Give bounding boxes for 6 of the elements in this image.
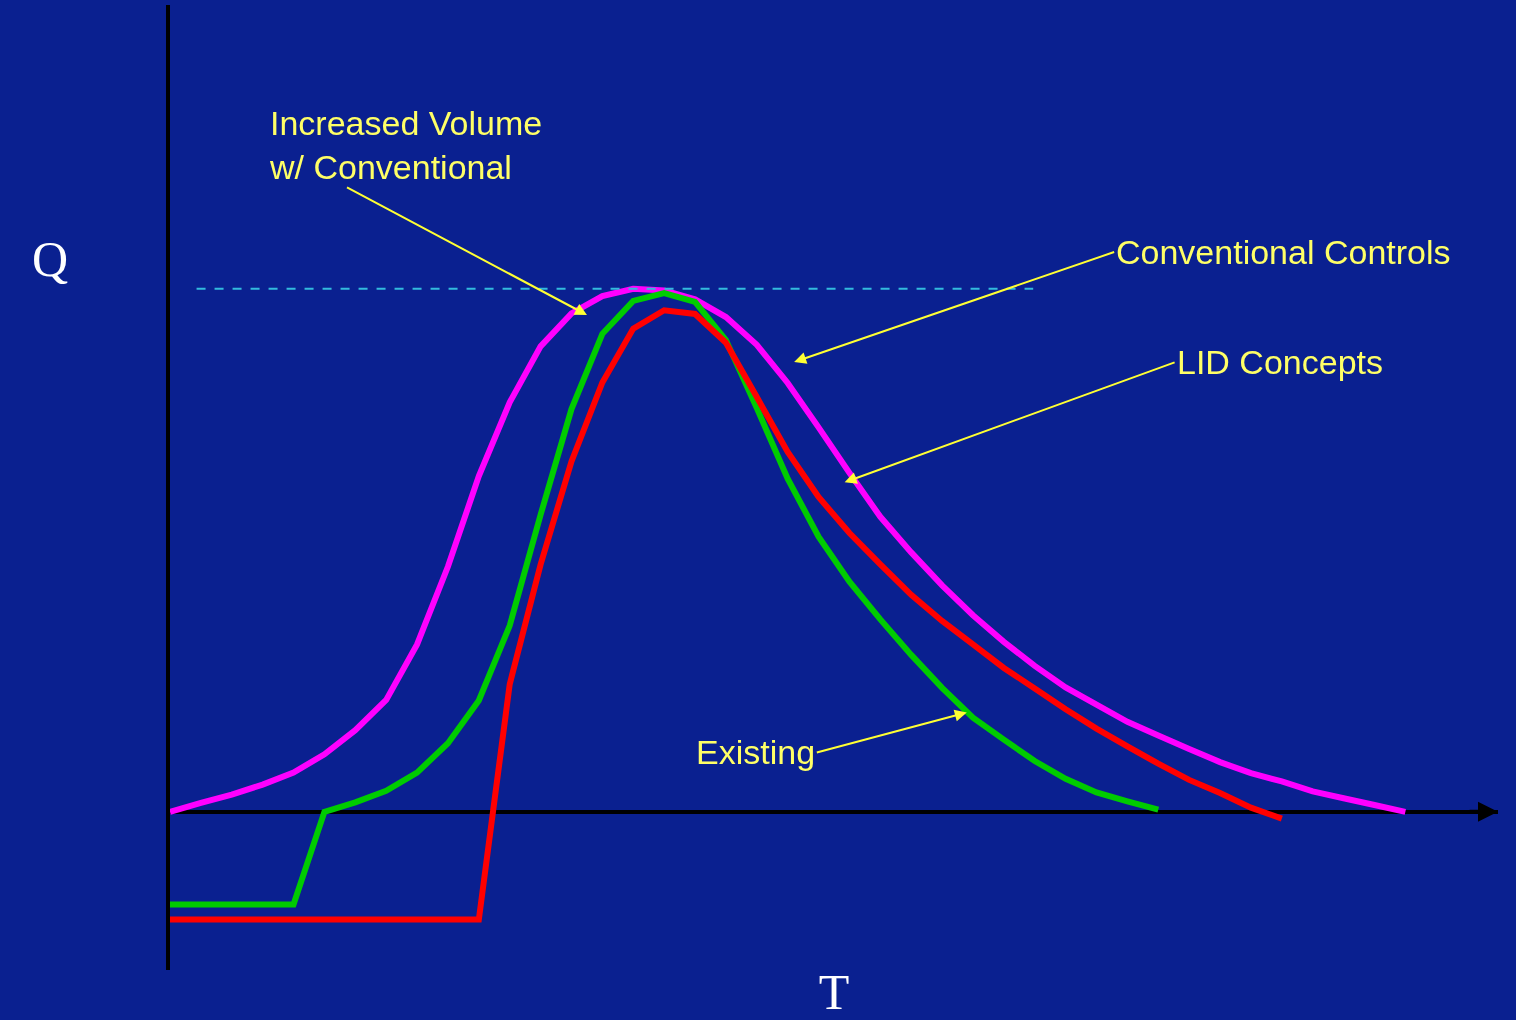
annotation: LID Concepts — [1177, 343, 1383, 381]
y-axis-title: Q — [32, 231, 69, 287]
text: Increased Volume w/ Conventional — [269, 104, 543, 187]
annotation: Existing — [696, 733, 816, 771]
text: Conventional Controls — [1116, 233, 1451, 271]
x-axis-title: T — [818, 964, 850, 1020]
